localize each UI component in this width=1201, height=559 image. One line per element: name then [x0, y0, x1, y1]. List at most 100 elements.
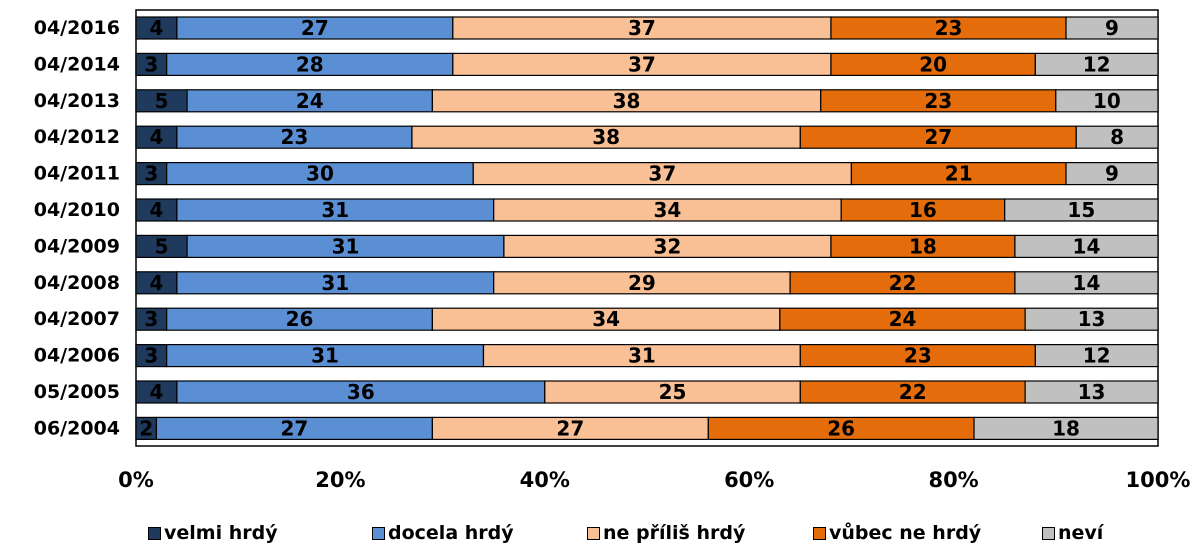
- data-label: 29: [628, 271, 656, 295]
- data-label: 38: [592, 125, 620, 149]
- data-label: 21: [945, 162, 973, 186]
- data-label: 9: [1105, 16, 1119, 40]
- data-label: 18: [909, 234, 937, 258]
- data-label: 3: [144, 307, 158, 331]
- data-label: 32: [654, 234, 682, 258]
- data-label: 27: [280, 416, 308, 440]
- x-tick-label: 40%: [520, 468, 570, 492]
- data-label: 31: [311, 344, 339, 368]
- data-label: 5: [155, 89, 169, 113]
- category-label: 05/2005: [34, 381, 120, 403]
- category-label: 04/2008: [34, 272, 120, 294]
- data-label: 10: [1093, 89, 1121, 113]
- data-label: 14: [1073, 234, 1101, 258]
- data-label: 8: [1110, 125, 1124, 149]
- data-label: 3: [144, 344, 158, 368]
- legend-item: docela hrdý: [372, 522, 514, 544]
- data-label: 25: [659, 380, 687, 404]
- legend-label: ne příliš hrdý: [603, 522, 746, 544]
- data-label: 37: [648, 162, 676, 186]
- category-label: 04/2016: [34, 17, 120, 39]
- bar-segment: [1075, 125, 1159, 149]
- category-label: 04/2011: [34, 163, 120, 185]
- data-label: 20: [919, 52, 947, 76]
- category-label: 04/2012: [34, 126, 120, 148]
- legend-label: docela hrdý: [388, 522, 514, 544]
- legend-swatch: [148, 526, 161, 540]
- data-label: 4: [149, 380, 163, 404]
- bar-segment: [1055, 89, 1159, 113]
- x-tick-label: 100%: [1126, 468, 1191, 492]
- legend-label: velmi hrdý: [164, 522, 278, 544]
- data-label: 34: [654, 198, 682, 222]
- data-label: 34: [592, 307, 620, 331]
- data-label: 9: [1105, 162, 1119, 186]
- data-label: 37: [628, 52, 656, 76]
- data-label: 22: [889, 271, 917, 295]
- data-label: 4: [149, 271, 163, 295]
- data-label: 26: [286, 307, 314, 331]
- category-label: 04/2006: [34, 345, 120, 367]
- data-label: 22: [899, 380, 927, 404]
- x-tick-label: 60%: [724, 468, 774, 492]
- category-label: 04/2007: [34, 308, 120, 330]
- bar-segment: [973, 416, 1159, 440]
- data-label: 27: [924, 125, 952, 149]
- legend-label: neví: [1058, 522, 1104, 544]
- data-label: 36: [347, 380, 375, 404]
- bar-segment: [1034, 52, 1159, 77]
- data-label: 27: [556, 416, 584, 440]
- data-label: 4: [149, 198, 163, 222]
- data-label: 4: [149, 16, 163, 40]
- data-label: 28: [296, 52, 324, 76]
- data-label: 18: [1052, 416, 1080, 440]
- category-label: 04/2010: [34, 199, 120, 221]
- data-label: 31: [332, 234, 360, 258]
- data-label: 27: [301, 16, 329, 40]
- data-label: 12: [1083, 344, 1111, 368]
- bar-segment: [1004, 198, 1159, 222]
- data-label: 38: [613, 89, 641, 113]
- data-label: 13: [1078, 307, 1106, 331]
- x-tick-label: 0%: [118, 468, 154, 492]
- legend-item: neví: [1042, 522, 1103, 544]
- x-tick-label: 80%: [928, 468, 978, 492]
- data-label: 30: [306, 162, 334, 186]
- plot-area-border: [135, 9, 1159, 447]
- data-label: 24: [296, 89, 324, 113]
- data-label: 5: [155, 234, 169, 258]
- legend-swatch: [813, 526, 826, 540]
- legend-item: vůbec ne hrdý: [813, 522, 981, 544]
- data-label: 31: [321, 271, 349, 295]
- data-label: 31: [321, 198, 349, 222]
- bar-segment: [1024, 307, 1159, 331]
- legend: velmi hrdý docela hrdý ne příliš hrdý vůbec…: [0, 522, 1201, 552]
- data-label: 23: [935, 16, 963, 40]
- data-label: 13: [1078, 380, 1106, 404]
- data-label: 31: [628, 344, 656, 368]
- legend-label: vůbec ne hrdý: [829, 522, 982, 544]
- category-label: 04/2013: [34, 90, 120, 112]
- data-label: 23: [904, 344, 932, 368]
- data-label: 14: [1073, 271, 1101, 295]
- legend-item: ne příliš hrdý: [587, 522, 745, 544]
- bar-segment: [1065, 162, 1159, 186]
- data-label: 23: [924, 89, 952, 113]
- legend-swatch: [1042, 526, 1055, 540]
- legend-swatch: [372, 526, 385, 540]
- category-label: 04/2014: [34, 53, 120, 75]
- category-label: 04/2009: [34, 235, 120, 257]
- data-label: 23: [280, 125, 308, 149]
- x-tick-label: 20%: [315, 468, 365, 492]
- data-label: 2: [139, 416, 153, 440]
- bar-segment: [1014, 271, 1159, 295]
- data-label: 12: [1083, 52, 1111, 76]
- data-label: 16: [909, 198, 937, 222]
- legend-item: velmi hrdý: [148, 522, 278, 544]
- data-label: 4: [149, 125, 163, 149]
- bar-segment: [1024, 380, 1159, 404]
- bar-segment: [1065, 16, 1159, 40]
- data-label: 15: [1067, 198, 1095, 222]
- data-label: 37: [628, 16, 656, 40]
